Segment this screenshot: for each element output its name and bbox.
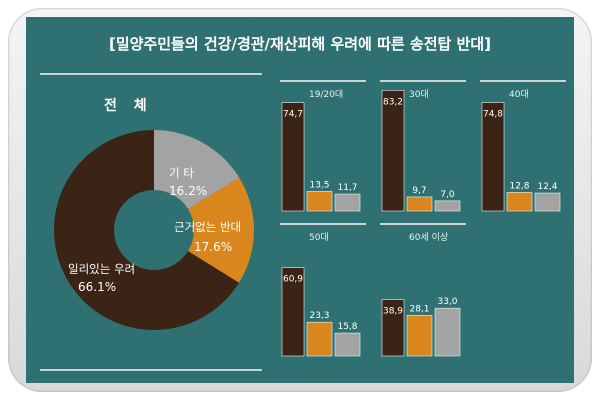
bar-value-label: 9,7 xyxy=(412,186,426,196)
chart-svg: 일리있는 우려 66.1% 근거없는 반대 17.6% 기 타 16.2% 19/20대 74… xyxy=(54,80,566,357)
chart-title: [밀양주민들의 건강/경관/재산피해 우려에 따른 송전탑 반대] xyxy=(109,35,491,53)
bar xyxy=(381,90,405,212)
pie-title: 전 체 xyxy=(104,98,153,114)
divider-total xyxy=(40,73,262,75)
pie-slice xyxy=(187,177,254,283)
group-label: 30대 xyxy=(409,89,429,100)
bar xyxy=(434,200,461,212)
bar-value-label: 28,1 xyxy=(409,304,429,314)
bar xyxy=(281,267,305,357)
bar xyxy=(334,332,361,357)
group-label: 40대 xyxy=(509,89,529,100)
bar-value-label: 12,4 xyxy=(537,182,557,192)
bar-value-label: 13,5 xyxy=(309,180,329,190)
bar-value-label: 83,2 xyxy=(383,97,403,107)
group-label: 50대 xyxy=(309,232,329,243)
bar xyxy=(281,102,305,212)
pie-slice xyxy=(154,130,240,210)
bar-value-label: 38,9 xyxy=(383,307,403,317)
bar-value-label: 60,9 xyxy=(283,275,303,285)
bar xyxy=(406,314,433,357)
pie-slice-label: 일리있는 우려 xyxy=(68,262,135,276)
bar xyxy=(506,192,533,212)
bar xyxy=(306,191,333,212)
chart-panel: [밀양주민들의 건강/경관/재산피해 우려에 따른 송전탑 반대] 전 체 일리… xyxy=(26,17,574,383)
divider-bottom xyxy=(40,369,262,371)
bar-value-label: 12,8 xyxy=(509,181,529,191)
bar xyxy=(434,307,461,357)
bar-value-label: 33,0 xyxy=(437,297,457,307)
bar-value-label: 11,7 xyxy=(337,183,357,193)
bar xyxy=(534,192,561,212)
pie-slice xyxy=(54,130,239,330)
pie-slice-value: 66.1% xyxy=(78,280,116,294)
bar-value-label: 74,8 xyxy=(483,110,503,120)
pie-slice-label: 기 타 xyxy=(169,166,194,180)
group-label: 19/20대 xyxy=(309,89,343,100)
bar xyxy=(381,299,405,357)
bar-value-label: 74,7 xyxy=(283,110,303,120)
pie-slice-value: 17.6% xyxy=(194,240,232,254)
bar xyxy=(481,102,505,212)
pie-slice-label: 근거없는 반대 xyxy=(174,220,241,234)
bar xyxy=(334,193,361,212)
group-label: 60세 이상 xyxy=(409,232,448,243)
bar-value-label: 23,3 xyxy=(309,311,329,321)
bar xyxy=(306,321,333,357)
bar-value-label: 15,8 xyxy=(337,322,357,332)
bar-value-label: 7,0 xyxy=(440,190,455,200)
pie-slice-value: 16.2% xyxy=(169,184,207,198)
bar xyxy=(406,196,433,212)
